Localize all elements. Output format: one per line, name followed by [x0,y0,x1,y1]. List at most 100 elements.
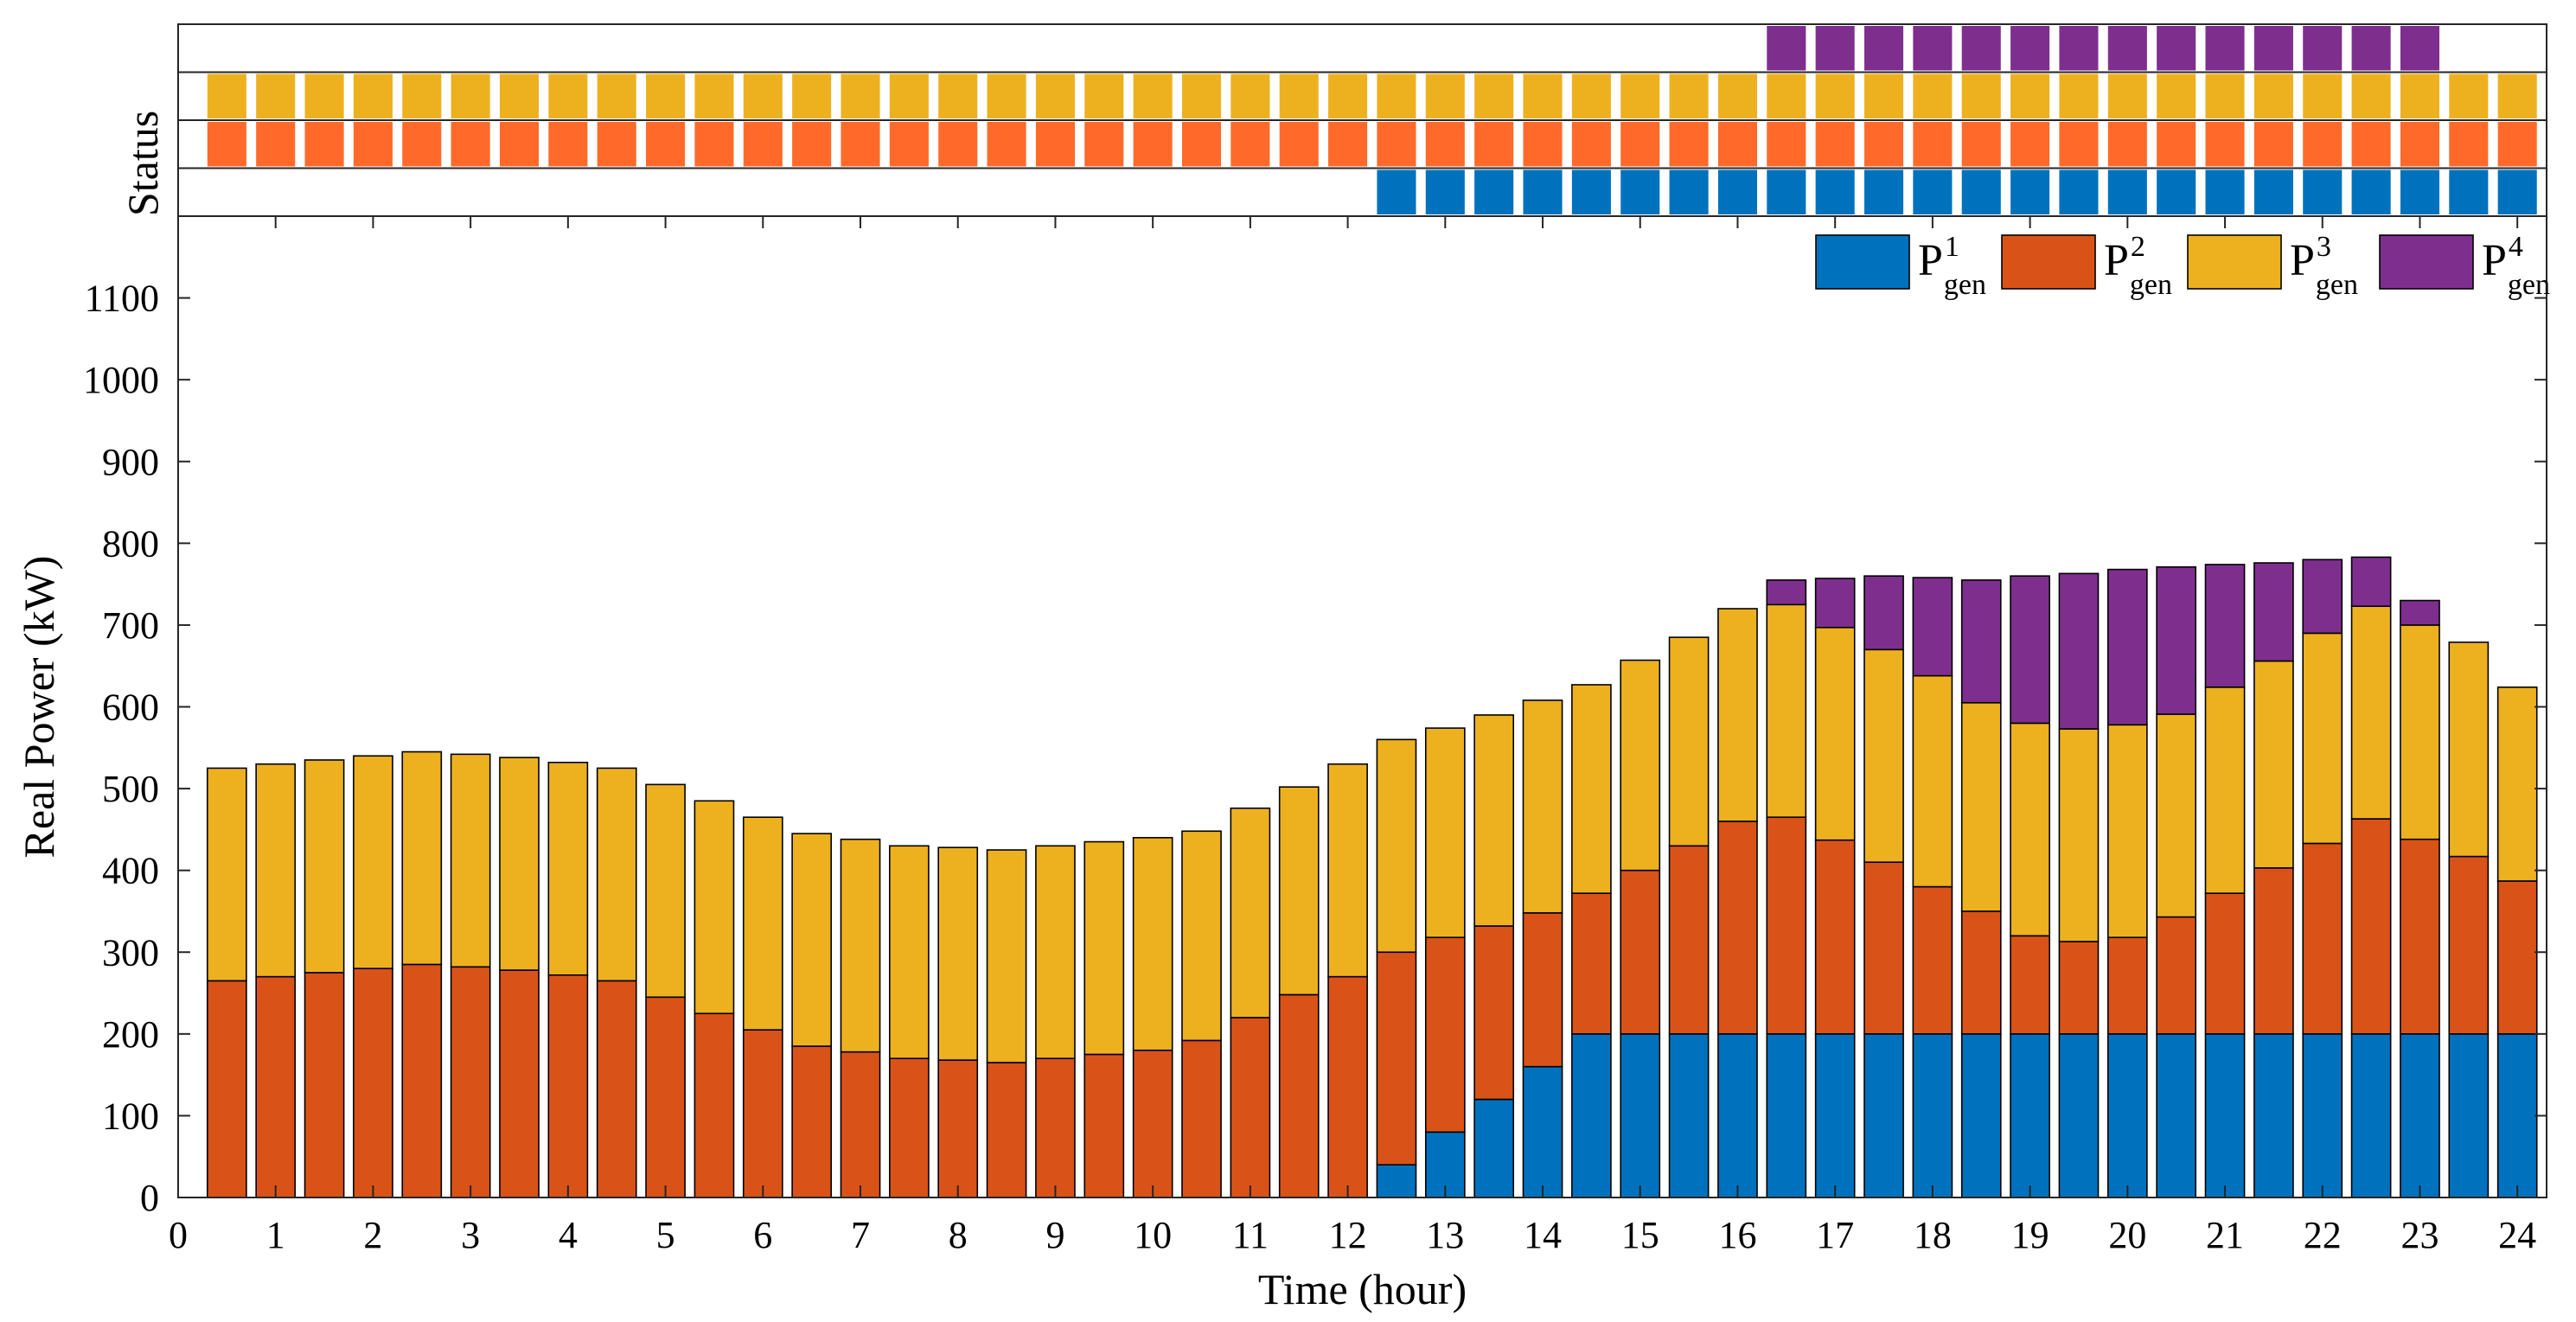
status-cell-p1 [2449,169,2489,214]
status-cell-p2 [743,122,783,167]
status-cell-p3 [2010,73,2050,118]
bar-segment-p2 [1522,912,1563,1068]
y-tick-label: 500 [102,768,159,810]
bar-segment-p3 [986,849,1027,1063]
status-cell-p1 [1767,169,1806,214]
status-cell-p1 [1961,169,2001,214]
bar-segment-p2 [1230,1017,1271,1198]
bar-segment-p3 [840,838,881,1053]
status-cell-p1 [1620,169,1660,214]
status-cell-p3 [2059,73,2099,118]
status-cell-p2 [353,122,393,167]
status-cell-p4 [1863,26,1904,71]
status-cell-p2 [2205,122,2245,167]
bar-segment-p1 [1960,1033,2002,1198]
bar-segment-p1 [2253,1033,2294,1198]
bar-segment-p2 [1814,839,1856,1035]
status-cell-p3 [451,73,490,118]
bar-segment-p3 [2302,632,2343,845]
status-cell-p3 [1767,73,1806,118]
bar-segment-p2 [1668,845,1710,1035]
bar-segment-p2 [499,969,540,1198]
status-cell-p3 [1815,73,1855,118]
bar-segment-p3 [255,763,297,978]
status-cell-p2 [304,122,344,167]
bar-segment-p1 [2448,1033,2490,1198]
status-cell-p2 [1084,122,1124,167]
bar-segment-p3 [1814,626,1856,841]
stacked-bars [207,556,2538,1198]
status-cell-p2 [2351,122,2391,167]
bar-segment-p2 [2253,867,2294,1035]
status-cell-p4 [1815,26,1855,71]
status-cell-p2 [1620,122,1660,167]
bar-segment-p2 [1473,925,1515,1101]
x-tick-label: 21 [2206,1214,2244,1256]
bar-segment-p3 [1035,845,1076,1060]
y-tick-label: 700 [102,604,159,647]
status-cell-p3 [2205,73,2245,118]
bar-segment-p3 [1181,830,1222,1042]
bar-segment-p2 [596,980,637,1198]
status-cells [207,26,2537,214]
status-cell-p3 [743,73,783,118]
bar-segment-p2 [450,966,491,1198]
bar-segment-p3 [2156,713,2197,918]
status-cell-p3 [1620,73,1660,118]
y-tick-label: 300 [102,931,159,974]
status-cell-p1 [2253,169,2293,214]
bar-segment-p3 [2350,605,2392,820]
legend-superscript: 4 [2509,231,2523,263]
status-cell-p1 [1523,169,1563,214]
x-tick-label: 7 [851,1214,870,1256]
bar-segment-p3 [2400,624,2440,840]
bar-segment-p3 [2106,724,2148,939]
bar-segment-p3 [937,846,979,1061]
status-cell-p3 [1425,73,1465,118]
bar-segment-p1 [2010,1033,2050,1198]
status-cell-p3 [499,73,540,118]
status-cell-p1 [1377,169,1416,214]
status-cell-p2 [1571,122,1611,167]
x-tick-label: 24 [2498,1214,2536,1256]
bar-segment-p1 [2204,1033,2246,1198]
legend-subscript: gen [1944,269,1986,301]
status-panel: Status [118,23,2547,217]
bar-segment-p2 [1620,869,1661,1035]
y-tick-label: 600 [102,687,159,729]
status-cell-p1 [2010,169,2050,214]
bar-segment-p2 [2156,916,2197,1035]
status-cell-p3 [2351,73,2391,118]
x-tick-label: 23 [2400,1214,2439,1256]
status-cell-p4 [2205,26,2245,71]
status-cell-p3 [2449,73,2489,118]
status-cell-p2 [2157,122,2196,167]
x-tick-label: 22 [2304,1214,2342,1256]
status-cell-p4 [2059,26,2099,71]
bar-segment-p2 [645,996,686,1198]
bar-segment-p3 [2204,686,2246,894]
status-cell-p3 [2303,73,2343,118]
x-tick-label: 4 [559,1214,578,1256]
status-cell-p3 [304,73,344,118]
status-cell-p3 [2157,73,2196,118]
x-tick-label: 14 [1524,1214,1562,1256]
bar-segment-p3 [450,753,491,968]
status-cell-p1 [2157,169,2196,214]
status-cell-p2 [694,122,734,167]
legend-subscript: gen [2508,269,2550,301]
status-cell-p3 [2497,73,2537,118]
bar-segment-p3 [2010,722,2050,937]
bar-segment-p1 [2058,1033,2100,1198]
bar-segment-p2 [353,968,393,1198]
bar-segment-p3 [645,783,686,999]
bar-segment-p1 [1912,1033,1953,1198]
x-tick-label: 9 [1045,1214,1064,1256]
status-cell-p3 [2400,73,2440,118]
bar-segment-p1 [1473,1098,1515,1198]
x-axis-ticks: 0 1 2 3 4 5 6 7 8 9 10 11 12 13 14 15 16 17 18 19 20 21 22 23 24 [169,216,2536,1256]
status-cell-p2 [938,122,978,167]
bar-segment-p2 [547,974,589,1198]
status-cell-p4 [2303,26,2343,71]
bar-segment-p1 [2400,1033,2440,1198]
